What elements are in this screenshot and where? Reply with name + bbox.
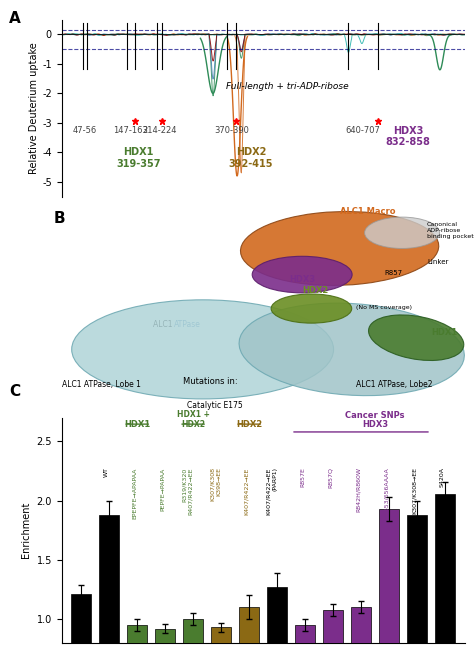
Text: 640-707: 640-707 [346, 126, 381, 134]
Bar [239, 607, 259, 656]
Text: KRRR-653/656AAAA: KRRR-653/656AAAA [384, 467, 389, 529]
Bar [407, 515, 427, 656]
Text: HDX1
319-357: HDX1 319-357 [116, 147, 160, 169]
Bar [72, 594, 91, 656]
Text: HDX2: HDX2 [236, 420, 262, 429]
Bar [128, 625, 147, 656]
Text: HDX3: HDX3 [362, 420, 388, 429]
Text: K307/K308
K398→EE: K307/K308 K398→EE [210, 467, 221, 501]
Bar [435, 493, 455, 656]
Text: B: B [54, 211, 65, 226]
Text: K307/K308→EE: K307/K308→EE [412, 467, 417, 514]
Bar [155, 628, 175, 656]
Bar [267, 587, 287, 656]
Text: 214-224: 214-224 [142, 126, 177, 134]
Text: PEPFE→PAPAA: PEPFE→PAPAA [160, 467, 165, 510]
Bar [351, 607, 371, 656]
Bar [295, 625, 315, 656]
Text: S420A: S420A [440, 467, 445, 487]
Y-axis label: Enrichment: Enrichment [21, 502, 31, 558]
Text: Mutations in:: Mutations in: [183, 377, 238, 386]
Text: HDX2
392-415: HDX2 392-415 [229, 147, 273, 169]
Bar [183, 619, 203, 656]
Text: HDX3
832-858: HDX3 832-858 [386, 126, 430, 148]
Text: C: C [9, 384, 20, 399]
Text: ATPase: ATPase [174, 320, 201, 329]
Text: K407/R422→EE: K407/R422→EE [244, 467, 249, 515]
Text: HDX1: HDX1 [124, 420, 150, 429]
Bar [211, 628, 231, 656]
Text: Cancer SNPs: Cancer SNPs [345, 411, 405, 420]
Text: HDX1 +
HDX2: HDX1 + HDX2 [177, 410, 210, 429]
Text: R842H/R860W: R842H/R860W [356, 467, 361, 512]
Text: ALC1: ALC1 [153, 320, 174, 329]
Text: R857Q: R857Q [328, 467, 333, 488]
Text: K407/R422→EE
(PARP1): K407/R422→EE (PARP1) [266, 467, 277, 515]
Bar [100, 515, 119, 656]
Text: 147-163: 147-163 [114, 126, 148, 134]
Text: Full-length + tri-ADP-ribose: Full-length + tri-ADP-ribose [226, 83, 348, 91]
Y-axis label: Relative Deuterium uptake: Relative Deuterium uptake [29, 42, 39, 174]
Text: 47-56: 47-56 [73, 126, 97, 134]
Text: R857E: R857E [300, 467, 305, 487]
Text: 370-390: 370-390 [214, 126, 249, 134]
Text: WT: WT [104, 467, 109, 478]
Bar [379, 509, 399, 656]
Bar [323, 609, 343, 656]
Text: EPEPFE→APAPAA: EPEPFE→APAPAA [132, 467, 137, 519]
Text: R319/K320
R407/R422→EE: R319/K320 R407/R422→EE [182, 467, 193, 515]
Text: A: A [9, 11, 21, 26]
